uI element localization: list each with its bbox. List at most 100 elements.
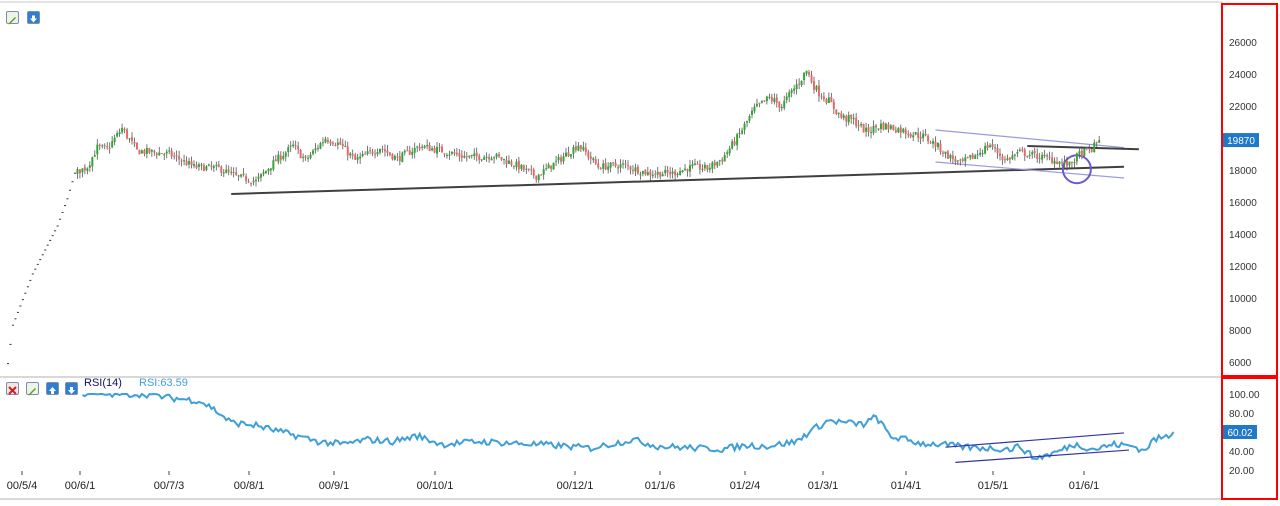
candle-down <box>560 157 563 162</box>
candle-down <box>594 159 597 164</box>
candle-up <box>480 159 483 161</box>
trendline-long-support[interactable] <box>231 165 1125 195</box>
close-icon[interactable] <box>6 382 19 395</box>
candle-up <box>76 169 79 174</box>
candle-up <box>140 150 143 154</box>
trendline-wedge-top[interactable] <box>935 129 1125 149</box>
candle-down <box>1021 149 1024 151</box>
candle-down <box>904 129 907 135</box>
candle-down <box>381 148 384 150</box>
candle-down <box>180 160 183 162</box>
candle-up <box>1011 155 1014 159</box>
candle-down <box>505 159 508 165</box>
candle-down <box>386 150 389 153</box>
candle-down <box>210 165 213 168</box>
candle-up <box>726 152 729 155</box>
candle-down <box>364 153 367 155</box>
trendline-horizontal[interactable] <box>1027 145 1139 151</box>
candle-up <box>445 154 448 156</box>
candle-up <box>463 156 466 158</box>
candle-up <box>641 170 644 174</box>
candle-up <box>976 154 979 156</box>
candle-down <box>887 124 890 130</box>
candle-down <box>247 181 250 183</box>
candle-down <box>775 97 778 103</box>
candle-down <box>78 169 81 174</box>
collapse-down-icon[interactable] <box>27 11 40 24</box>
candle-up <box>664 169 667 174</box>
candle-up <box>545 168 548 170</box>
move-up-icon[interactable] <box>46 382 59 395</box>
rsi-channel-bottom[interactable] <box>955 449 1130 463</box>
candle-up <box>711 162 714 169</box>
candle-down <box>339 141 342 145</box>
candle-down <box>126 129 129 139</box>
candle-up <box>289 145 292 147</box>
candle-up <box>865 127 868 132</box>
candle-up <box>525 168 528 170</box>
candle-up <box>436 147 439 154</box>
candle-down <box>1090 149 1093 152</box>
candle-up <box>1028 154 1031 157</box>
candle-up <box>215 164 218 167</box>
candle-up <box>723 155 726 162</box>
candle-up <box>582 146 585 150</box>
candle-down <box>597 163 600 168</box>
candle-up <box>145 148 148 155</box>
candle-up <box>989 145 992 147</box>
candle-up <box>994 147 997 149</box>
candle-down <box>892 125 895 130</box>
candle-down <box>369 150 372 152</box>
rsi-axis-frame <box>1221 377 1278 500</box>
candle-up <box>555 160 558 162</box>
candle-down <box>460 155 463 158</box>
move-down-icon[interactable] <box>65 382 78 395</box>
candle-up <box>569 154 572 157</box>
candle-down <box>279 155 282 160</box>
candle-up <box>272 160 275 170</box>
candle-up <box>800 81 803 86</box>
rsi-badge-bg <box>1223 425 1257 439</box>
candle-down <box>733 141 736 145</box>
candle-up <box>552 162 555 170</box>
candle-down <box>190 161 193 166</box>
candle-up <box>639 174 642 176</box>
candle-up <box>852 118 855 120</box>
candle-up <box>785 96 788 101</box>
candle-down <box>698 163 701 170</box>
candle-down <box>971 154 974 159</box>
candle-down <box>882 122 885 130</box>
edit-icon[interactable] <box>26 382 39 396</box>
trendline-wedge-bottom[interactable] <box>935 161 1125 179</box>
candle-up <box>751 110 753 115</box>
candle-down <box>1065 160 1068 167</box>
candle-up <box>324 138 327 143</box>
candle-up <box>741 130 744 134</box>
candle-down <box>850 114 853 119</box>
price-tick-label: 26000 <box>1229 38 1257 49</box>
candle-up <box>753 106 756 112</box>
candle-down <box>1023 149 1026 157</box>
candle-up <box>902 128 905 133</box>
candle-down <box>391 153 394 160</box>
candle-up <box>259 173 262 178</box>
candle-up <box>252 180 255 183</box>
candle-down <box>374 153 377 155</box>
candle-down <box>875 125 877 128</box>
candle-down <box>845 116 848 122</box>
candle-down <box>153 150 156 153</box>
edit-icon[interactable] <box>6 11 19 25</box>
candle-up <box>944 151 947 154</box>
candle-up <box>393 155 396 160</box>
rsi-channel-top[interactable] <box>945 432 1125 448</box>
candle-down <box>929 142 932 144</box>
candle-up <box>803 72 806 81</box>
candle-up <box>150 149 153 152</box>
candle-down <box>242 173 245 176</box>
candle-up <box>485 156 488 158</box>
candle-down <box>418 146 421 149</box>
candle-up <box>448 154 451 156</box>
rsi-badge: 60.02 <box>1223 425 1257 439</box>
candle-down <box>966 157 969 159</box>
